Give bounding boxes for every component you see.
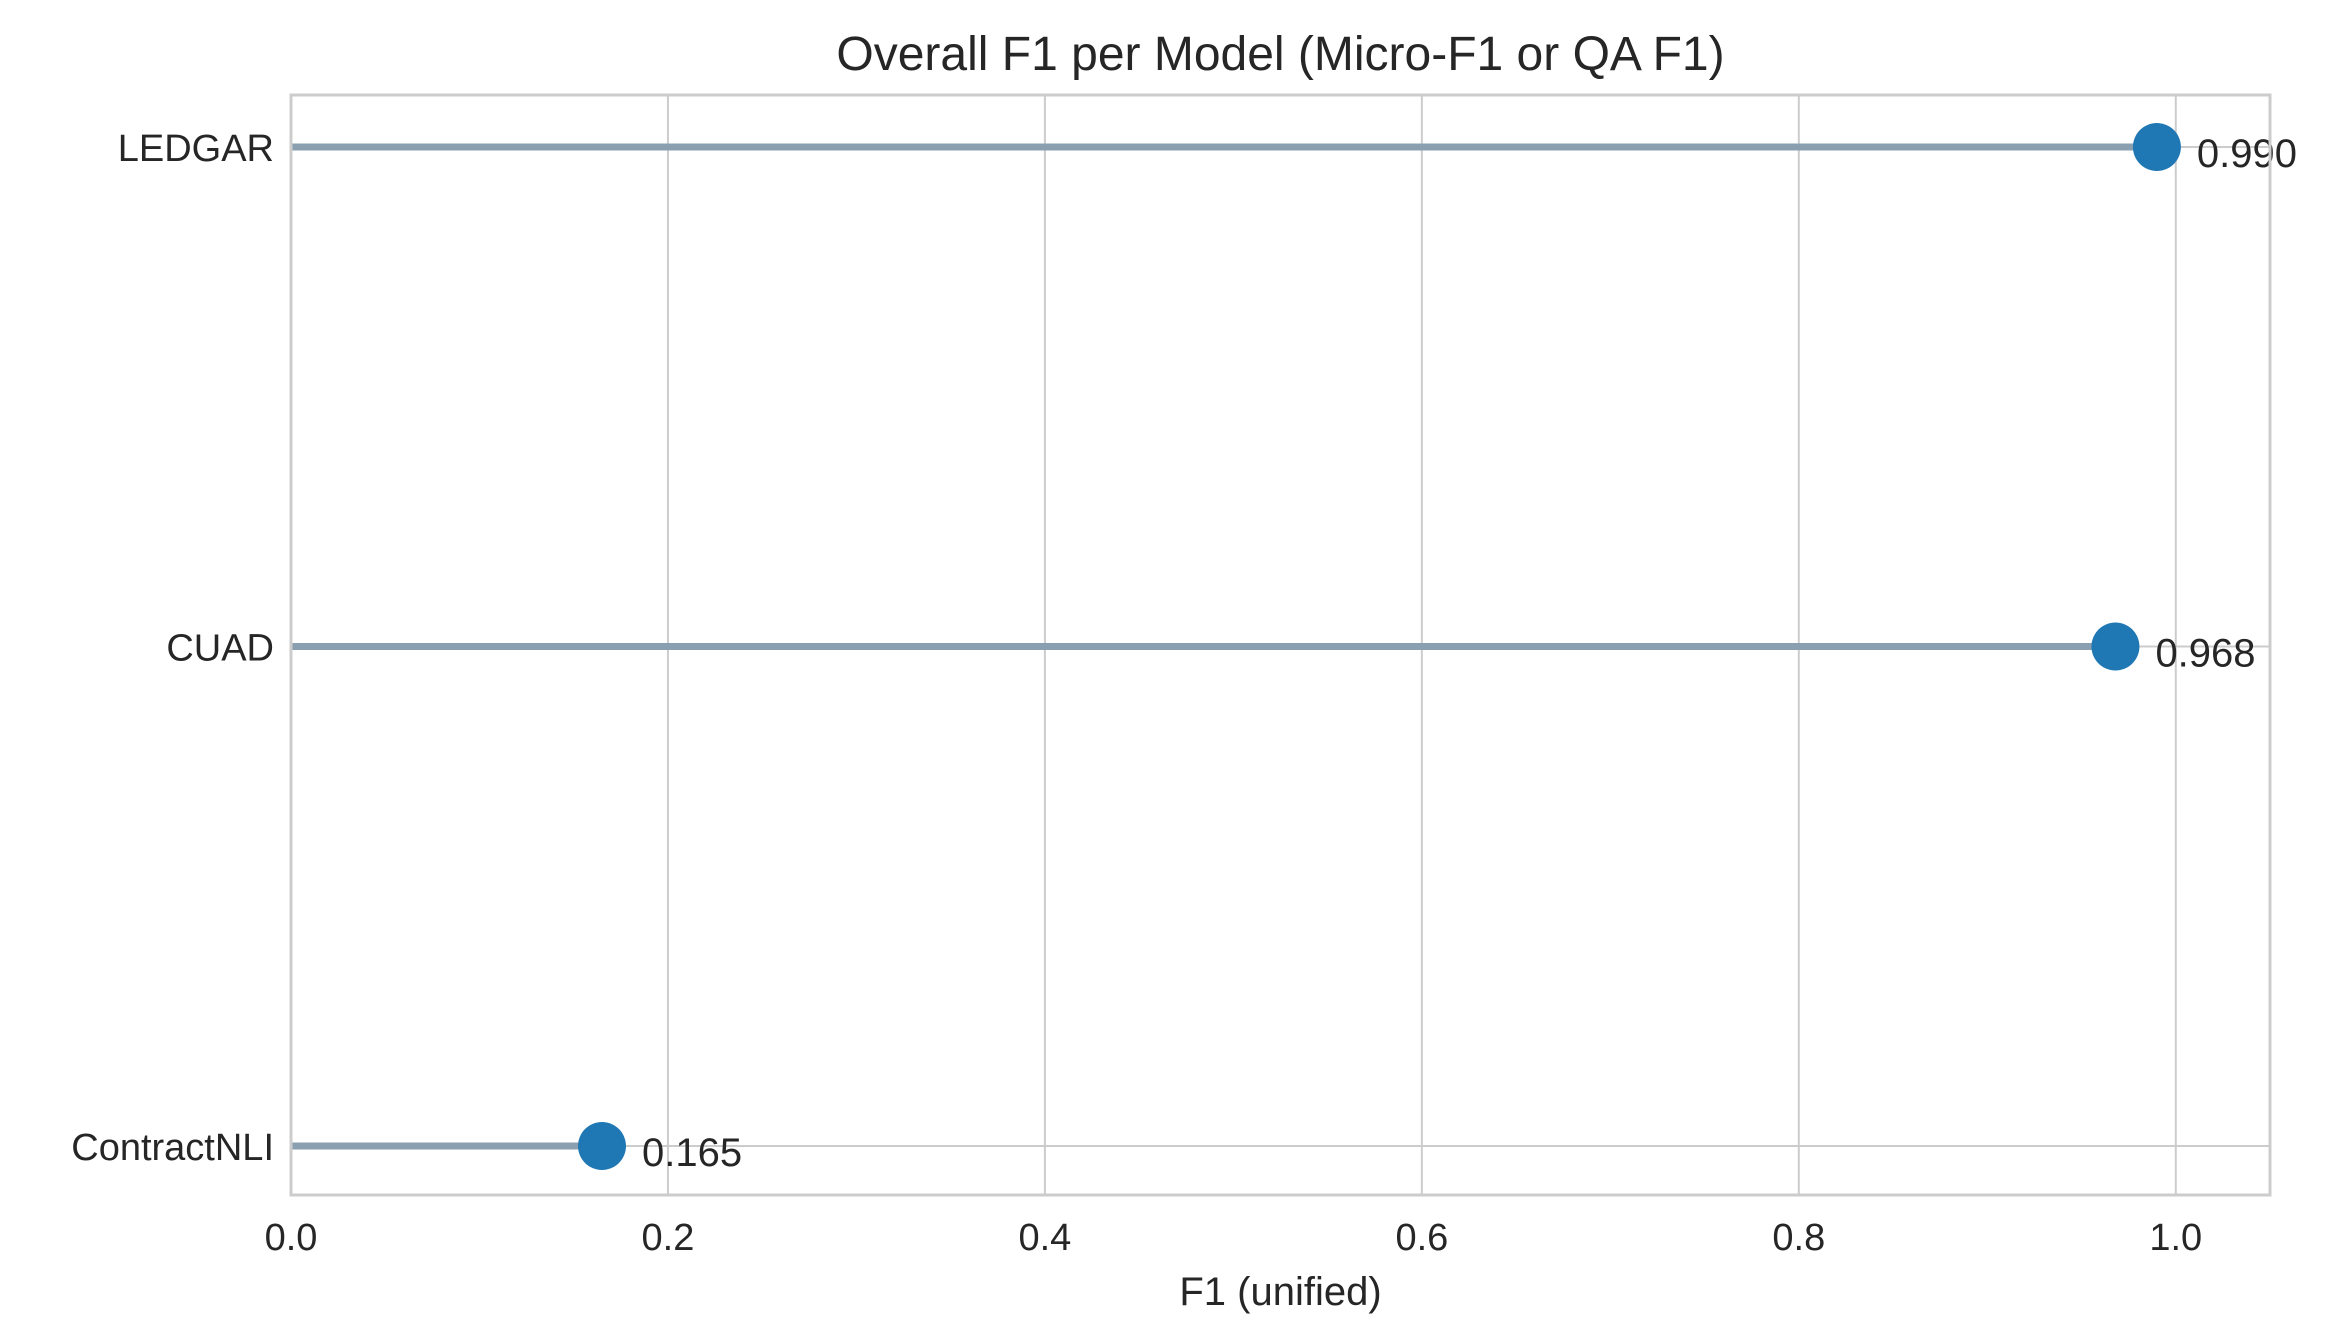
lollipop-marker — [577, 1122, 626, 1170]
x-tick-label: 0.2 — [642, 1217, 695, 1259]
stem-layer — [291, 143, 2157, 1150]
value-label: 0.990 — [2197, 132, 2297, 176]
y-tick-label: CUAD — [166, 628, 274, 670]
lollipop-marker — [2091, 622, 2140, 671]
x-tick-label: 1.0 — [2149, 1217, 2202, 1259]
marker-layer — [577, 123, 2181, 1170]
lollipop-marker — [2132, 123, 2181, 171]
x-tick-label: 0.8 — [1772, 1217, 1825, 1259]
x-tick-label: 0.6 — [1395, 1217, 1448, 1259]
value-label: 0.165 — [642, 1131, 742, 1175]
x-tick-label: 0.4 — [1018, 1217, 1071, 1259]
x-axis-label: F1 (unified) — [1179, 1270, 1381, 1314]
label-layer: 0.990 0.968 0.165 — [642, 132, 2297, 1175]
axis-layer: 0.0 0.2 0.4 0.6 0.8 1.0 LEDGAR CUAD ContractNLI — [71, 128, 2202, 1259]
y-tick-label: ContractNLI — [71, 1127, 274, 1169]
plot-frame — [289, 93, 2272, 1197]
value-label: 0.968 — [2155, 632, 2255, 676]
x-tick-label: 0.0 — [265, 1217, 318, 1259]
y-tick-label: LEDGAR — [118, 128, 274, 170]
chart-title: Overall F1 per Model (Micro-F1 or QA F1) — [836, 28, 1724, 81]
